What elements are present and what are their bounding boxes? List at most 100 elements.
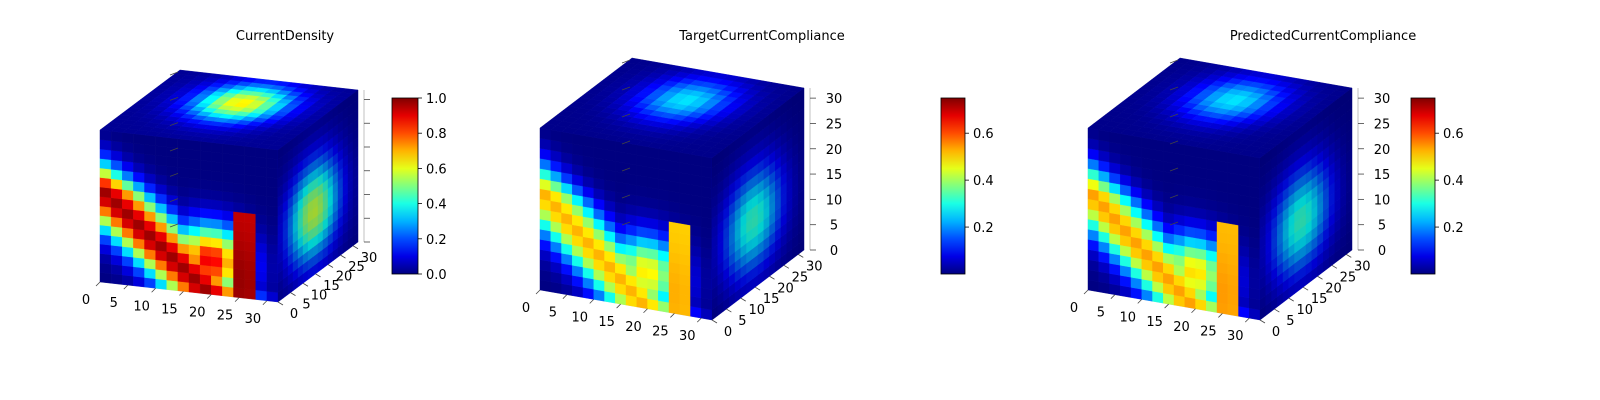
- x-tick-label: 5: [549, 306, 557, 321]
- left-tick-mark: [1169, 59, 1179, 64]
- voxel-front: [1173, 142, 1185, 156]
- voxel-front: [133, 200, 145, 212]
- voxel-front: [1120, 163, 1132, 177]
- voxel-front: [1216, 150, 1228, 163]
- voxel-front: [1120, 224, 1132, 237]
- y-tick-mark: [302, 282, 309, 287]
- voxel-front: [99, 224, 112, 236]
- panel-title: PredictedCurrentCompliance: [1230, 29, 1416, 44]
- voxel-front: [1152, 209, 1164, 223]
- voxel-front: [1173, 274, 1185, 287]
- voxel-front: [561, 212, 573, 225]
- voxel-front: [593, 147, 605, 160]
- voxel-front: [1238, 214, 1250, 228]
- voxel-front: [1109, 182, 1121, 195]
- voxel-front: [572, 163, 584, 177]
- voxel-front: [625, 193, 637, 206]
- voxel-front: [550, 281, 562, 294]
- voxel-front: [1120, 244, 1132, 258]
- voxel-front: [593, 208, 605, 221]
- voxel-front: [1152, 240, 1164, 253]
- voxel-front: [1098, 281, 1110, 294]
- voxel-front: [1195, 288, 1207, 301]
- voxel-front: [636, 286, 648, 299]
- voxel-front: [679, 212, 691, 226]
- voxel-front: [155, 145, 167, 157]
- voxel-front: [647, 298, 659, 311]
- voxel-front: [122, 208, 134, 220]
- left-tick-mark: [621, 86, 631, 91]
- voxel-front: [668, 200, 680, 214]
- x-tick-mark: [696, 317, 702, 323]
- voxel-front: [636, 276, 648, 289]
- voxel-front: [539, 168, 551, 181]
- voxel-front: [133, 257, 145, 269]
- voxel-front: [1238, 184, 1250, 197]
- voxel-front: [222, 229, 234, 241]
- voxel-front: [99, 215, 112, 227]
- voxel-front: [1206, 249, 1218, 263]
- voxel-front: [99, 186, 112, 198]
- voxel-front: [255, 232, 268, 244]
- voxel-front: [582, 165, 594, 179]
- colorbar-tick-label: 0.0: [426, 268, 447, 283]
- voxel-front: [1206, 280, 1218, 293]
- voxel-front: [110, 169, 123, 181]
- voxel-front: [199, 226, 212, 238]
- voxel-front: [1152, 260, 1164, 273]
- voxel-front: [582, 175, 594, 189]
- y-tick-mark: [277, 301, 284, 306]
- voxel-front: [658, 259, 670, 273]
- voxel-front: [255, 261, 268, 273]
- voxel-front: [1141, 147, 1153, 160]
- x-tick-label: 25: [1200, 324, 1217, 339]
- left-pane-ticks: [1169, 59, 1179, 226]
- voxel-front: [199, 160, 212, 172]
- voxel-front: [211, 284, 223, 296]
- voxel-front: [1130, 216, 1142, 229]
- voxel-front: [222, 153, 234, 165]
- voxel-front: [110, 131, 123, 143]
- voxel-front: [1120, 173, 1132, 187]
- voxel-front: [1206, 148, 1218, 161]
- voxel-front: [658, 229, 670, 242]
- voxel-front: [658, 269, 670, 283]
- voxel-front: [1184, 195, 1196, 208]
- voxel-front: [1152, 220, 1164, 233]
- voxel-front: [690, 164, 702, 177]
- voxel-front: [222, 143, 234, 155]
- voxel-front: [615, 191, 627, 204]
- x-tick-mark: [262, 300, 268, 306]
- voxel-front: [122, 198, 134, 210]
- voxel-front: [636, 215, 648, 228]
- voxel-front: [1109, 172, 1121, 185]
- voxel-front: [1184, 185, 1196, 198]
- colorbar-gradient: [391, 97, 419, 275]
- voxel-front: [199, 207, 212, 219]
- voxel-front: [561, 182, 573, 195]
- voxel-front: [1238, 204, 1250, 218]
- voxel-front: [1216, 261, 1228, 275]
- left-tick-mark: [169, 122, 179, 127]
- voxel-front: [636, 154, 648, 168]
- z-tick-label: 5: [1378, 219, 1386, 234]
- voxel-front: [177, 252, 190, 264]
- voxel-front: [1130, 135, 1142, 148]
- voxel-front: [1173, 183, 1185, 196]
- voxel-front: [636, 256, 648, 269]
- voxel-front: [701, 287, 713, 300]
- voxel-front: [244, 193, 256, 205]
- z-tick-label: 20: [826, 143, 843, 158]
- voxel-front: [679, 172, 691, 185]
- voxel-front: [539, 127, 551, 141]
- voxel-front: [701, 297, 713, 311]
- voxel-front: [177, 148, 190, 160]
- voxel-front: [1173, 264, 1185, 277]
- voxel-front: [1249, 247, 1261, 260]
- voxel-front: [1249, 287, 1261, 300]
- voxel-front: [647, 268, 659, 281]
- voxel-front: [593, 278, 605, 292]
- voxel-front: [222, 210, 234, 222]
- voxel-front: [593, 289, 605, 302]
- voxel-front: [701, 166, 713, 179]
